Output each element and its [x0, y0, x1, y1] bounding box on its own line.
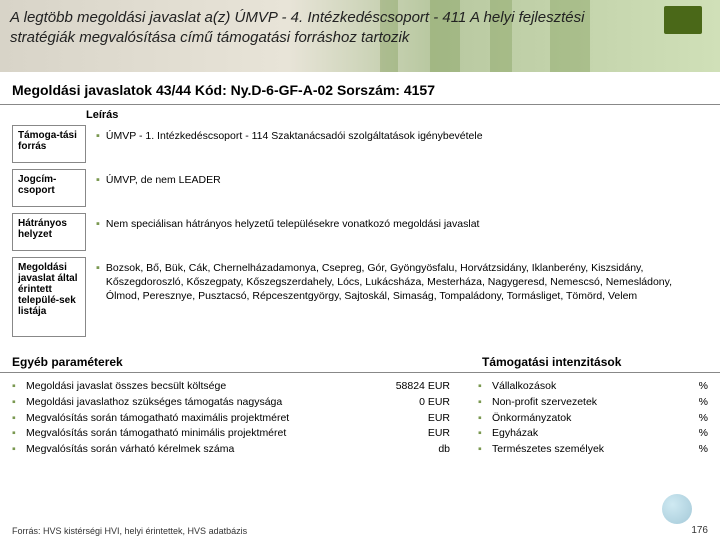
param-value: db — [368, 442, 458, 458]
intensity-row: ▪Természetes személyek% — [478, 442, 708, 458]
intensity-value: % — [684, 442, 708, 458]
bottom-section: Egyéb paraméterek ▪Megoldási javaslat ös… — [0, 349, 720, 458]
subtitle-bar: Megoldási javaslatok 43/44 Kód: Ny.D-6-G… — [0, 72, 720, 105]
row-label-title-group: Jogcím-csoport — [12, 169, 86, 207]
row-content: ▪ ÚMVP - 1. Intézkedéscsoport - 114 Szakt… — [86, 125, 708, 163]
intensity-label: Vállalkozások — [492, 379, 684, 395]
param-label: Megoldási javaslat összes becsült költsé… — [26, 379, 368, 395]
intensity-heading: Támogatási intenzitások — [470, 349, 720, 373]
row-label-settlements: Megoldási javaslat által érintett telepü… — [12, 257, 86, 337]
param-row: ▪Megvalósítás során várható kérelmek szá… — [12, 442, 458, 458]
param-value: 0 EUR — [368, 395, 458, 411]
param-label: Megvalósítás során támogatható minimális… — [26, 426, 368, 442]
bullet-icon: ▪ — [12, 442, 26, 458]
bullet-icon: ▪ — [12, 395, 26, 411]
row-label-funding-source: Támoga-tási forrás — [12, 125, 86, 163]
details-table: Támoga-tási forrás ▪ ÚMVP - 1. Intézkedés… — [0, 125, 720, 337]
intensity-row: ▪Non-profit szervezetek% — [478, 395, 708, 411]
row-content: ▪ ÚMVP, de nem LEADER — [86, 169, 708, 207]
intensity-value: % — [684, 426, 708, 442]
row-content: ▪ Nem speciálisan hátrányos helyzetű tele… — [86, 213, 708, 251]
param-value: 58824 EUR — [368, 379, 458, 395]
bullet-icon: ▪ — [12, 411, 26, 427]
description-heading: Leírás — [0, 105, 720, 125]
param-label: Megvalósítás során várható kérelmek szám… — [26, 442, 368, 458]
table-row: Megoldási javaslat által érintett telepü… — [12, 257, 708, 337]
bullet-icon: ▪ — [96, 217, 100, 231]
logo — [664, 6, 702, 34]
table-row: Hátrányos helyzet ▪ Nem speciálisan hátrá… — [12, 213, 708, 251]
header-title: A legtöbb megoldási javaslat a(z) ÚMVP -… — [10, 8, 650, 49]
intensity-label: Non-profit szervezetek — [492, 395, 684, 411]
bullet-icon: ▪ — [96, 129, 100, 143]
param-row: ▪Megvalósítás során támogatható minimáli… — [12, 426, 458, 442]
intensity-row: ▪Vállalkozások% — [478, 379, 708, 395]
param-label: Megvalósítás során támogatható maximális… — [26, 411, 368, 427]
footer-source: Forrás: HVS kistérségi HVI, helyi érinte… — [12, 526, 247, 536]
bullet-icon: ▪ — [12, 379, 26, 395]
intensity-label: Természetes személyek — [492, 442, 684, 458]
globe-icon — [662, 494, 692, 524]
other-params-section: Egyéb paraméterek ▪Megoldási javaslat ös… — [0, 349, 470, 458]
intensity-list: ▪Vállalkozások% ▪Non-profit szervezetek%… — [470, 377, 720, 458]
param-list: ▪Megoldási javaslat összes becsült költs… — [0, 377, 470, 458]
param-value: EUR — [368, 426, 458, 442]
row-text: Bozsok, Bő, Bük, Cák, Chernelházadamonya… — [106, 261, 700, 304]
bullet-icon: ▪ — [478, 411, 492, 427]
other-params-heading: Egyéb paraméterek — [0, 349, 470, 373]
row-text: Nem speciálisan hátrányos helyzetű telep… — [106, 217, 480, 231]
param-label: Megoldási javaslathoz szükséges támogatá… — [26, 395, 368, 411]
intensity-row: ▪Önkormányzatok% — [478, 411, 708, 427]
bullet-icon: ▪ — [478, 426, 492, 442]
header-banner: A legtöbb megoldási javaslat a(z) ÚMVP -… — [0, 0, 720, 72]
param-row: ▪Megoldási javaslathoz szükséges támogat… — [12, 395, 458, 411]
param-value: EUR — [368, 411, 458, 427]
bullet-icon: ▪ — [478, 442, 492, 458]
row-text: ÚMVP - 1. Intézkedéscsoport - 114 Szakta… — [106, 129, 483, 143]
intensity-row: ▪Egyházak% — [478, 426, 708, 442]
bullet-icon: ▪ — [12, 426, 26, 442]
bullet-icon: ▪ — [96, 261, 100, 275]
intensity-value: % — [684, 411, 708, 427]
param-row: ▪Megvalósítás során támogatható maximáli… — [12, 411, 458, 427]
table-row: Támoga-tási forrás ▪ ÚMVP - 1. Intézkedés… — [12, 125, 708, 163]
footer: Forrás: HVS kistérségi HVI, helyi érinte… — [12, 525, 708, 536]
bullet-icon: ▪ — [96, 173, 100, 187]
intensity-value: % — [684, 395, 708, 411]
intensity-label: Egyházak — [492, 426, 684, 442]
intensity-value: % — [684, 379, 708, 395]
bullet-icon: ▪ — [478, 379, 492, 395]
row-content: ▪ Bozsok, Bő, Bük, Cák, Chernelházadamony… — [86, 257, 708, 337]
row-label-disadvantage: Hátrányos helyzet — [12, 213, 86, 251]
intensity-section: Támogatási intenzitások ▪Vállalkozások% … — [470, 349, 720, 458]
param-row: ▪Megoldási javaslat összes becsült költs… — [12, 379, 458, 395]
page-number: 176 — [691, 525, 708, 536]
bullet-icon: ▪ — [478, 395, 492, 411]
intensity-label: Önkormányzatok — [492, 411, 684, 427]
table-row: Jogcím-csoport ▪ ÚMVP, de nem LEADER — [12, 169, 708, 207]
row-text: ÚMVP, de nem LEADER — [106, 173, 221, 187]
